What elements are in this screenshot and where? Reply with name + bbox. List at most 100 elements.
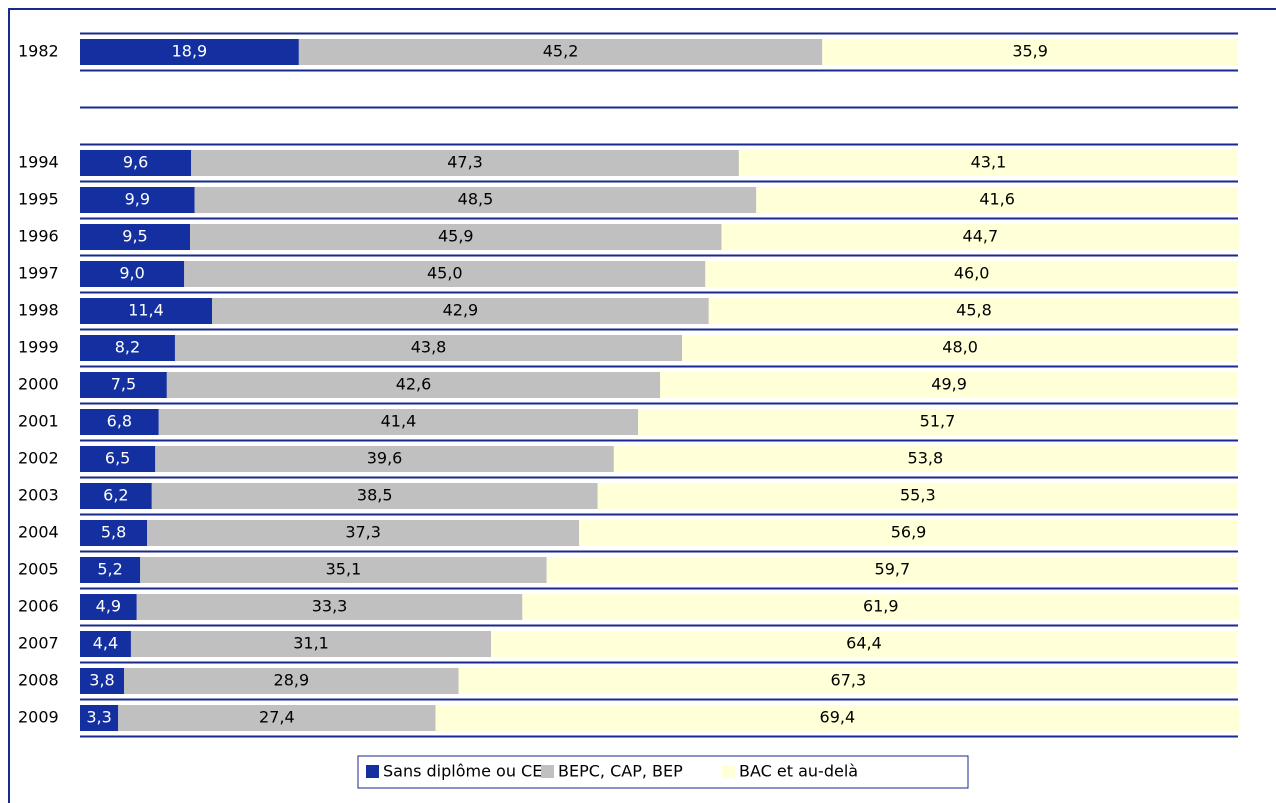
bar-segment [80, 261, 185, 287]
bar-segment [80, 520, 148, 546]
legend-label: Sans diplôme ou CEP [383, 762, 552, 781]
data-label: 56,9 [891, 523, 927, 542]
data-label: 5,8 [101, 523, 126, 542]
data-label: 69,4 [820, 708, 856, 727]
bar-segment [705, 261, 1238, 287]
bar-segment [458, 668, 1238, 694]
legend-swatch [541, 765, 554, 778]
data-label: 43,8 [411, 338, 447, 357]
legend-label: BEPC, CAP, BEP [558, 762, 683, 781]
bar-segment [80, 224, 191, 250]
bar-segment [190, 224, 722, 250]
y-tick-label: 1999 [18, 338, 59, 357]
bar-segment [124, 668, 459, 694]
data-label: 11,4 [128, 301, 164, 320]
y-tick-label: 2007 [18, 634, 59, 653]
data-label: 18,9 [172, 42, 208, 61]
legend-swatch [366, 765, 379, 778]
data-label: 7,5 [111, 375, 136, 394]
data-label: 49,9 [931, 375, 967, 394]
bar-segment [822, 39, 1238, 65]
data-label: 59,7 [875, 560, 911, 579]
data-label: 35,9 [1012, 42, 1048, 61]
data-label: 45,8 [956, 301, 992, 320]
y-tick-label: 2005 [18, 560, 59, 579]
bar-segment [708, 298, 1240, 324]
y-tick-label: 1997 [18, 264, 59, 283]
bar-segment [435, 705, 1240, 731]
bar-segment [191, 150, 739, 176]
y-tick-label: 2008 [18, 671, 59, 690]
data-label: 9,0 [119, 264, 144, 283]
bar-segment [166, 372, 661, 398]
data-label: 67,3 [831, 671, 867, 690]
bar-segment [147, 520, 580, 546]
frame [8, 8, 1276, 803]
bar-segment [155, 446, 614, 472]
bar-segment [158, 409, 639, 435]
data-label: 45,2 [543, 42, 579, 61]
bar-segment [80, 668, 125, 694]
bar-segment [756, 187, 1238, 213]
bar-segment [613, 446, 1237, 472]
legend-label: BAC et au-delà [739, 762, 858, 781]
data-label: 9,5 [122, 227, 147, 246]
data-label: 33,3 [312, 597, 348, 616]
data-label: 4,4 [93, 634, 118, 653]
bar-segment [721, 224, 1240, 250]
data-label: 48,0 [942, 338, 978, 357]
data-label: 48,5 [458, 190, 494, 209]
data-label: 64,4 [846, 634, 882, 653]
data-label: 9,6 [123, 153, 148, 172]
bar-segment [738, 150, 1238, 176]
bar-segment [80, 483, 152, 509]
y-tick-label: 2009 [18, 708, 59, 727]
bar-segment [80, 557, 141, 583]
y-tick-label: 2002 [18, 449, 59, 468]
data-label: 8,2 [115, 338, 140, 357]
y-tick-label: 1995 [18, 190, 59, 209]
bar-segment [597, 483, 1238, 509]
y-tick-label: 1996 [18, 227, 59, 246]
bar-segment [80, 446, 156, 472]
y-tick-label: 1998 [18, 301, 59, 320]
data-label: 51,7 [920, 412, 956, 431]
data-label: 41,4 [381, 412, 417, 431]
bar-segment [80, 39, 299, 65]
bar-segment [80, 631, 131, 657]
bar-segment [80, 335, 175, 361]
legend-box [357, 755, 969, 789]
bar-segment [80, 372, 167, 398]
data-label: 35,1 [326, 560, 362, 579]
data-label: 39,6 [367, 449, 403, 468]
bar-segment [579, 520, 1238, 546]
bar-segment [118, 705, 436, 731]
bar-segment [682, 335, 1238, 361]
data-label: 45,0 [427, 264, 463, 283]
data-label: 47,3 [447, 153, 483, 172]
data-label: 43,1 [971, 153, 1007, 172]
data-label: 31,1 [293, 634, 329, 653]
y-tick-label: 2003 [18, 486, 59, 505]
data-label: 27,4 [259, 708, 295, 727]
y-tick-label: 1994 [18, 153, 59, 172]
bar-segment [660, 372, 1238, 398]
bar-segment [80, 409, 159, 435]
y-tick-label: 2006 [18, 597, 59, 616]
bar-segment [174, 335, 683, 361]
bar-segment [136, 594, 523, 620]
data-label: 61,9 [863, 597, 899, 616]
bar-segment [80, 594, 137, 620]
bar-segment [80, 298, 213, 324]
bar-segment [546, 557, 1238, 583]
y-tick-label: 2001 [18, 412, 59, 431]
bar-segment [140, 557, 547, 583]
data-label: 28,9 [274, 671, 310, 690]
bar-segment [151, 483, 598, 509]
data-label: 6,2 [103, 486, 128, 505]
data-label: 3,3 [86, 708, 111, 727]
data-label: 5,2 [97, 560, 122, 579]
bar-segment [80, 187, 195, 213]
bar-segment [130, 631, 492, 657]
